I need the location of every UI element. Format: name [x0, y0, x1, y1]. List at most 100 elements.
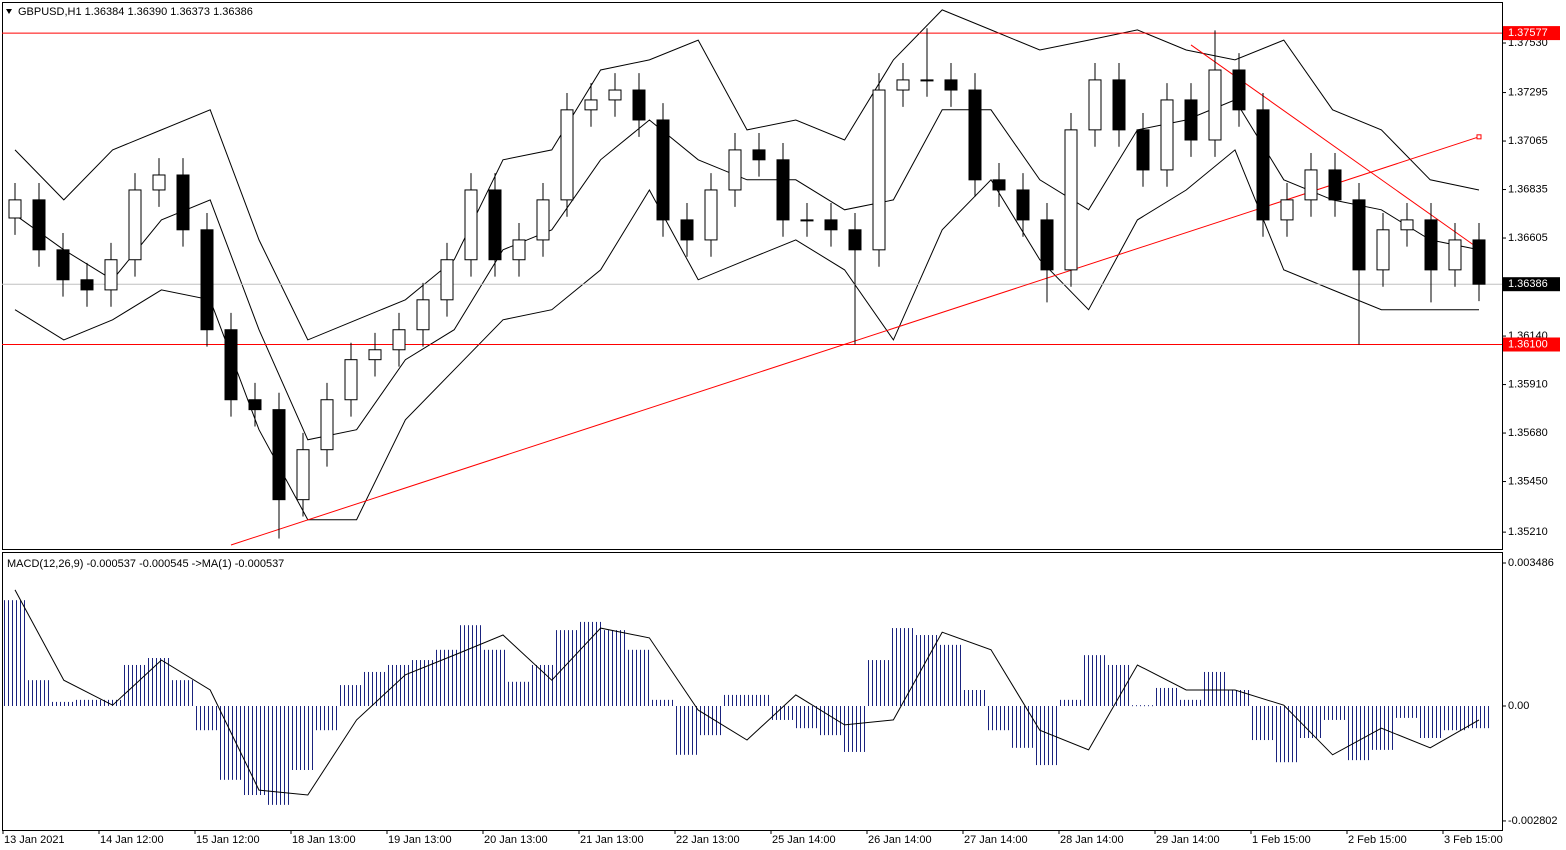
level-label: 1.36100 [1508, 338, 1548, 350]
candle-body [32, 199, 46, 251]
macd-bar [147, 658, 171, 707]
candle-body [296, 449, 310, 501]
macd-bar [1059, 699, 1083, 707]
x-tick-label: 15 Jan 12:00 [196, 834, 260, 846]
candle-body [608, 89, 622, 101]
macd-bar [1227, 690, 1251, 707]
macd-bar [1395, 706, 1419, 718]
candle-body [1232, 69, 1246, 111]
candle-body [1472, 239, 1486, 285]
candle-body [728, 149, 742, 191]
candle-body [392, 329, 406, 351]
macd-bar [363, 671, 387, 707]
macd-bar [843, 706, 867, 752]
macd-bar [1179, 699, 1203, 707]
macd-bar [1203, 671, 1227, 707]
y-tick-label: 1.35680 [1508, 427, 1548, 439]
x-tick-label: 21 Jan 13:00 [580, 834, 644, 846]
candle-body [128, 189, 142, 261]
macd-bar [1035, 706, 1059, 766]
candle-body [752, 149, 766, 161]
macd-bar [747, 694, 771, 707]
macd-bar [27, 680, 51, 707]
candle-body [824, 219, 838, 231]
y-tick-label: 1.35910 [1508, 378, 1548, 390]
candle-body [776, 159, 790, 221]
macd-bar [699, 706, 723, 736]
candle-body [1136, 129, 1150, 171]
macd-bar [915, 635, 939, 707]
menu-arrow[interactable] [6, 9, 12, 14]
macd-bar [75, 699, 99, 707]
y-tick-label: 1.36605 [1508, 232, 1548, 244]
candle-body [1016, 189, 1030, 221]
x-tick-label: 3 Feb 15:00 [1444, 834, 1503, 846]
macd-frame [2, 552, 1503, 831]
candle-body [1400, 219, 1414, 231]
macd-bar [1107, 664, 1131, 707]
x-tick-label: 25 Jan 14:00 [772, 834, 836, 846]
candle-body [800, 219, 814, 222]
candle-body [632, 89, 646, 121]
candle-body [1112, 79, 1126, 131]
x-tick-label: 13 Jan 2021 [4, 834, 65, 846]
macd-bar [291, 706, 315, 770]
macd-bar [387, 664, 411, 707]
candle-body [1304, 169, 1318, 201]
candle-body [344, 359, 358, 401]
candle-body [848, 229, 862, 251]
y-tick-label: -0.002802 [1508, 815, 1558, 827]
macd-bar [123, 664, 147, 707]
candle-body [872, 89, 886, 251]
macd-bar [963, 690, 987, 707]
candle-body [656, 119, 670, 221]
macd-bar [651, 699, 675, 707]
macd-bar [819, 706, 843, 736]
candle-body [1328, 169, 1342, 201]
macd-bar [939, 644, 963, 707]
macd-bar [195, 706, 219, 731]
level-label-box [1503, 337, 1560, 352]
macd-title: MACD(12,26,9) -0.000537 -0.000545 ->MA(1… [7, 558, 284, 570]
candle-body [512, 239, 526, 261]
candle-body [536, 199, 550, 241]
macd-bar [1131, 705, 1155, 707]
macd-bar [267, 706, 291, 805]
candle-body [320, 399, 334, 451]
macd-bar [891, 628, 915, 707]
macd-bar [315, 706, 339, 731]
y-tick-label: 0.00 [1508, 700, 1529, 712]
macd-bar [243, 706, 267, 796]
x-tick-label: 22 Jan 13:00 [676, 834, 740, 846]
candle-body [176, 174, 190, 231]
macd-bar [99, 699, 123, 707]
candle-body [968, 89, 982, 181]
macd-panel [3, 589, 1491, 805]
macd-bar [483, 649, 507, 707]
candle-body [224, 329, 238, 401]
candle-body [680, 219, 694, 241]
candle-body [1280, 199, 1294, 221]
candle-body [560, 109, 574, 201]
macd-bar [435, 649, 459, 707]
macd-bar [1347, 706, 1371, 761]
macd-bar [603, 630, 627, 707]
macd-bar [339, 685, 363, 707]
candle-body [80, 279, 94, 291]
macd-bar [51, 701, 75, 707]
macd-bar [675, 706, 699, 755]
candle-body [1088, 79, 1102, 131]
x-tick-label: 29 Jan 14:00 [1156, 834, 1220, 846]
x-tick-label: 2 Feb 15:00 [1348, 834, 1407, 846]
macd-bar [1275, 706, 1299, 763]
candle-body [920, 79, 934, 82]
main-frame [2, 2, 1503, 550]
candle-body [1352, 199, 1366, 271]
macd-bar [1083, 655, 1107, 707]
macd-bar [1251, 706, 1275, 741]
macd-bar [1419, 706, 1443, 738]
candle-body [416, 299, 430, 331]
macd-bar [1155, 687, 1179, 707]
